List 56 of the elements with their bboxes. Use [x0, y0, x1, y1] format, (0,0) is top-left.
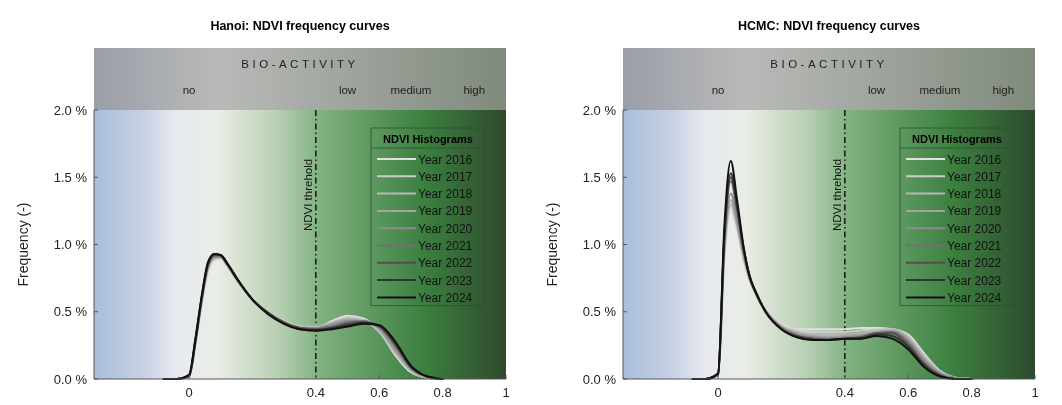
text: no: [711, 84, 725, 96]
legend-label: Year 2023: [947, 273, 1002, 288]
ref-line-label: NDVI threhold: [830, 158, 843, 232]
legend-label: Year 2024: [947, 290, 1002, 305]
chart-title: Hanoi: NDVI frequency curves: [210, 19, 390, 33]
x-tick-label: 0.4: [835, 385, 854, 400]
y-tick-label: 2.0 %: [582, 102, 617, 118]
text: high: [463, 84, 486, 96]
x-tick-label: 0: [714, 385, 722, 400]
x-tick-label: 0.4: [306, 385, 325, 400]
text: medium: [390, 84, 432, 96]
y-tick-label: 2.0 %: [53, 102, 88, 118]
ref-line-label: NDVI threhold: [301, 158, 314, 232]
legend-label: Year 2016: [418, 152, 473, 167]
x-tick-label: 0.6: [370, 385, 389, 400]
text: no: [182, 84, 196, 96]
x-tick-label: 1: [1031, 385, 1039, 400]
legend-label: Year 2016: [947, 152, 1002, 167]
legend-label: Year 2019: [947, 204, 1002, 219]
legend-title: NDVI Histograms: [383, 133, 473, 145]
legend-label: Year 2022: [947, 256, 1002, 271]
x-tick-label: 1: [502, 385, 510, 400]
text: medium: [919, 84, 961, 96]
y-tick-label: 0.0 %: [53, 371, 88, 387]
legend-label: Year 2017: [418, 169, 473, 184]
legend-label: Year 2018: [947, 187, 1002, 202]
y-tick-label: 0.5 %: [582, 304, 617, 320]
y-tick-label: 0.0 %: [582, 371, 617, 387]
legend-label: Year 2022: [418, 256, 473, 271]
legend-title: NDVI Histograms: [912, 133, 1002, 145]
y-tick-label: 1.5 %: [53, 169, 88, 185]
text: high: [992, 84, 1015, 96]
legend-label: Year 2020: [947, 221, 1002, 236]
y-axis-title: Frequency (-): [544, 202, 560, 287]
x-tick-label: 0: [185, 385, 193, 400]
legend-label: Year 2023: [418, 273, 473, 288]
legend-label: Year 2021: [947, 239, 1002, 253]
y-tick-label: 1.0 %: [53, 237, 88, 252]
text: low: [867, 84, 886, 96]
x-tick-label: 0.8: [433, 385, 452, 400]
chart-title: HCMC: NDVI frequency curves: [738, 19, 921, 33]
legend-label: Year 2021: [418, 239, 473, 253]
legend-label: Year 2019: [418, 204, 473, 219]
legend-label: Year 2024: [418, 290, 473, 305]
legend-label: Year 2020: [418, 221, 473, 236]
y-tick-label: 0.5 %: [53, 304, 88, 320]
legend-label: Year 2018: [418, 187, 473, 202]
text: BIO-ACTIVITY: [770, 58, 888, 70]
text: low: [338, 84, 357, 96]
legend-label: Year 2017: [947, 169, 1002, 184]
y-axis-title: Frequency (-): [15, 202, 31, 287]
text: BIO-ACTIVITY: [241, 58, 359, 70]
x-tick-label: 0.8: [962, 385, 981, 400]
y-tick-label: 1.0 %: [582, 237, 617, 252]
y-tick-label: 1.5 %: [582, 169, 617, 185]
x-tick-label: 0.6: [899, 385, 918, 400]
